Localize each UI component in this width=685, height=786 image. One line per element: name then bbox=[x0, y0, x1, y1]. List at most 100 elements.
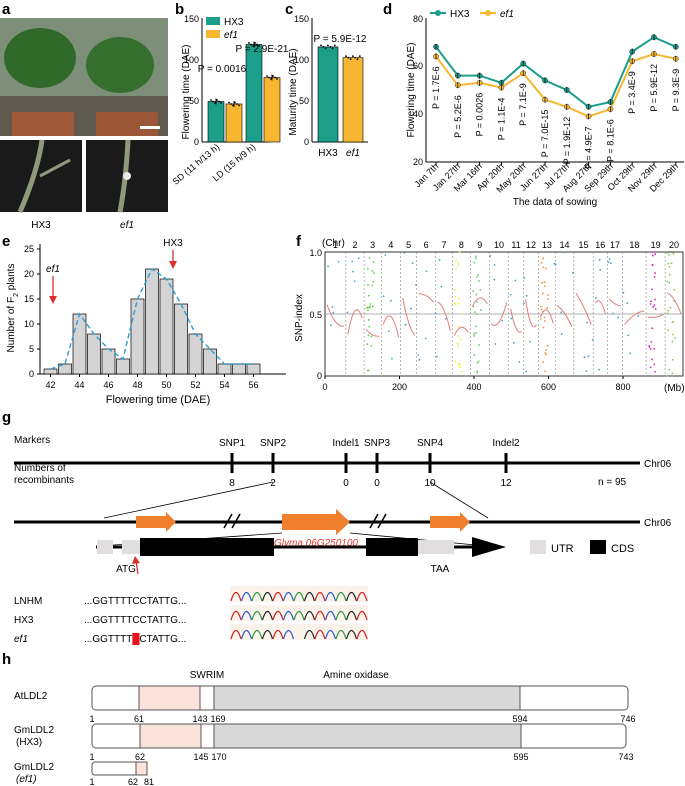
snp-point bbox=[477, 360, 480, 363]
gene-name: Glyma.06G250100 bbox=[274, 538, 358, 549]
replicate-point bbox=[349, 58, 352, 61]
pvalue: P = 8.1E-6 bbox=[605, 119, 615, 162]
snp-point bbox=[329, 324, 332, 326]
chromatogram-peak bbox=[345, 629, 358, 640]
snp-point bbox=[560, 333, 563, 335]
chromatogram-peak bbox=[272, 629, 284, 640]
bar-ld-ef1 bbox=[263, 77, 281, 143]
snp-point bbox=[331, 306, 334, 308]
ytick: 10 bbox=[24, 319, 34, 329]
snp-point bbox=[649, 303, 652, 305]
pvalue: P = 3.4E-9 bbox=[627, 71, 637, 114]
marker-label: Indel2 bbox=[492, 438, 520, 449]
snp-point bbox=[586, 321, 588, 324]
snp-point bbox=[543, 281, 546, 283]
histogram-bar bbox=[43, 368, 58, 375]
snp-point bbox=[522, 302, 525, 304]
ytick: 20 bbox=[413, 157, 423, 167]
recombinant-count: 10 bbox=[424, 478, 436, 489]
snp-point bbox=[653, 276, 656, 278]
snp-point bbox=[434, 312, 437, 315]
snp-point bbox=[650, 288, 653, 291]
replicate-point bbox=[327, 44, 329, 47]
panel-label-g: g bbox=[2, 409, 11, 426]
chromatogram-peak bbox=[345, 591, 358, 602]
snp-point bbox=[368, 257, 371, 259]
arrow-hx3 bbox=[169, 261, 177, 269]
snp-point bbox=[387, 330, 390, 333]
xtick: 56 bbox=[248, 380, 258, 390]
chromatogram-peak bbox=[356, 591, 368, 602]
snp-point bbox=[493, 278, 496, 281]
replicate-point bbox=[270, 78, 272, 80]
snp-point bbox=[542, 257, 545, 260]
ylabel: SNP-index bbox=[294, 294, 305, 342]
snp-point bbox=[475, 325, 477, 328]
snp-point bbox=[541, 281, 544, 284]
snp-point bbox=[370, 335, 373, 338]
recombinant-count: 8 bbox=[229, 478, 235, 489]
snp-point bbox=[654, 272, 657, 274]
chromatogram-peak bbox=[251, 591, 263, 602]
snp-point bbox=[461, 312, 463, 315]
chromosome-label: 11 bbox=[511, 240, 520, 250]
protein-gmldl2-ef1-sub: (ef1) bbox=[16, 774, 37, 785]
snp-point bbox=[367, 267, 369, 270]
snp-point bbox=[540, 305, 542, 308]
histogram-bar bbox=[203, 348, 217, 375]
chr-label: (Chr) bbox=[322, 238, 345, 249]
tick: 743 bbox=[618, 752, 633, 762]
snp-point bbox=[673, 288, 676, 291]
ytick: 0.5 bbox=[309, 310, 322, 320]
chromatogram-peak bbox=[314, 629, 326, 640]
snp-point bbox=[369, 303, 372, 305]
snp-point bbox=[353, 280, 356, 283]
replicate-point bbox=[216, 99, 218, 101]
snp-point bbox=[654, 308, 657, 310]
snp-point bbox=[608, 258, 611, 260]
snp-point bbox=[544, 370, 547, 373]
snp-point bbox=[476, 371, 479, 374]
line-hx3: HX3 bbox=[14, 615, 34, 626]
recombinant-count: 0 bbox=[343, 478, 349, 489]
panel-a: a HX3 ef1 bbox=[0, 1, 168, 231]
snp-point bbox=[327, 265, 329, 268]
snp-point bbox=[417, 354, 420, 356]
snp-point bbox=[454, 295, 457, 298]
replicate-point bbox=[248, 42, 250, 44]
snp-point bbox=[473, 261, 476, 264]
snp-point bbox=[546, 344, 549, 347]
histogram-bar bbox=[101, 348, 116, 375]
pot-left bbox=[12, 112, 74, 136]
snp-point bbox=[649, 366, 652, 369]
snp-point bbox=[459, 366, 462, 369]
snp-point bbox=[372, 280, 375, 283]
snp-point bbox=[372, 260, 375, 263]
amine-oxidase-domain-atldl2 bbox=[213, 685, 521, 711]
tick: 1 bbox=[89, 777, 94, 786]
histogram-bar bbox=[72, 313, 87, 375]
snp-point bbox=[598, 368, 601, 371]
snp-point bbox=[542, 292, 544, 295]
panel-label-b: b bbox=[175, 1, 184, 18]
xtick: 44 bbox=[74, 380, 84, 390]
xtick-hx3: HX3 bbox=[318, 148, 338, 159]
ytick: 150 bbox=[294, 14, 309, 24]
snp-point bbox=[651, 254, 654, 257]
tick: 143 bbox=[192, 714, 207, 724]
snp-point bbox=[512, 341, 515, 344]
tick: 81 bbox=[144, 777, 154, 786]
snp-point bbox=[457, 344, 460, 347]
histogram-bar bbox=[58, 363, 72, 375]
ytick: 15 bbox=[24, 294, 34, 304]
marker-label: Indel1 bbox=[332, 438, 360, 449]
chromatogram-peak bbox=[314, 610, 326, 621]
snp-point bbox=[545, 353, 548, 356]
arrow-label-ef1: ef1 bbox=[46, 264, 60, 275]
pvalue-sd: P = 0.0016 bbox=[198, 64, 247, 75]
legend-hx3: HX3 bbox=[450, 9, 470, 20]
snp-point bbox=[475, 313, 478, 316]
snp-point bbox=[668, 265, 671, 268]
snp-point bbox=[367, 283, 369, 286]
snp-point bbox=[479, 288, 482, 291]
